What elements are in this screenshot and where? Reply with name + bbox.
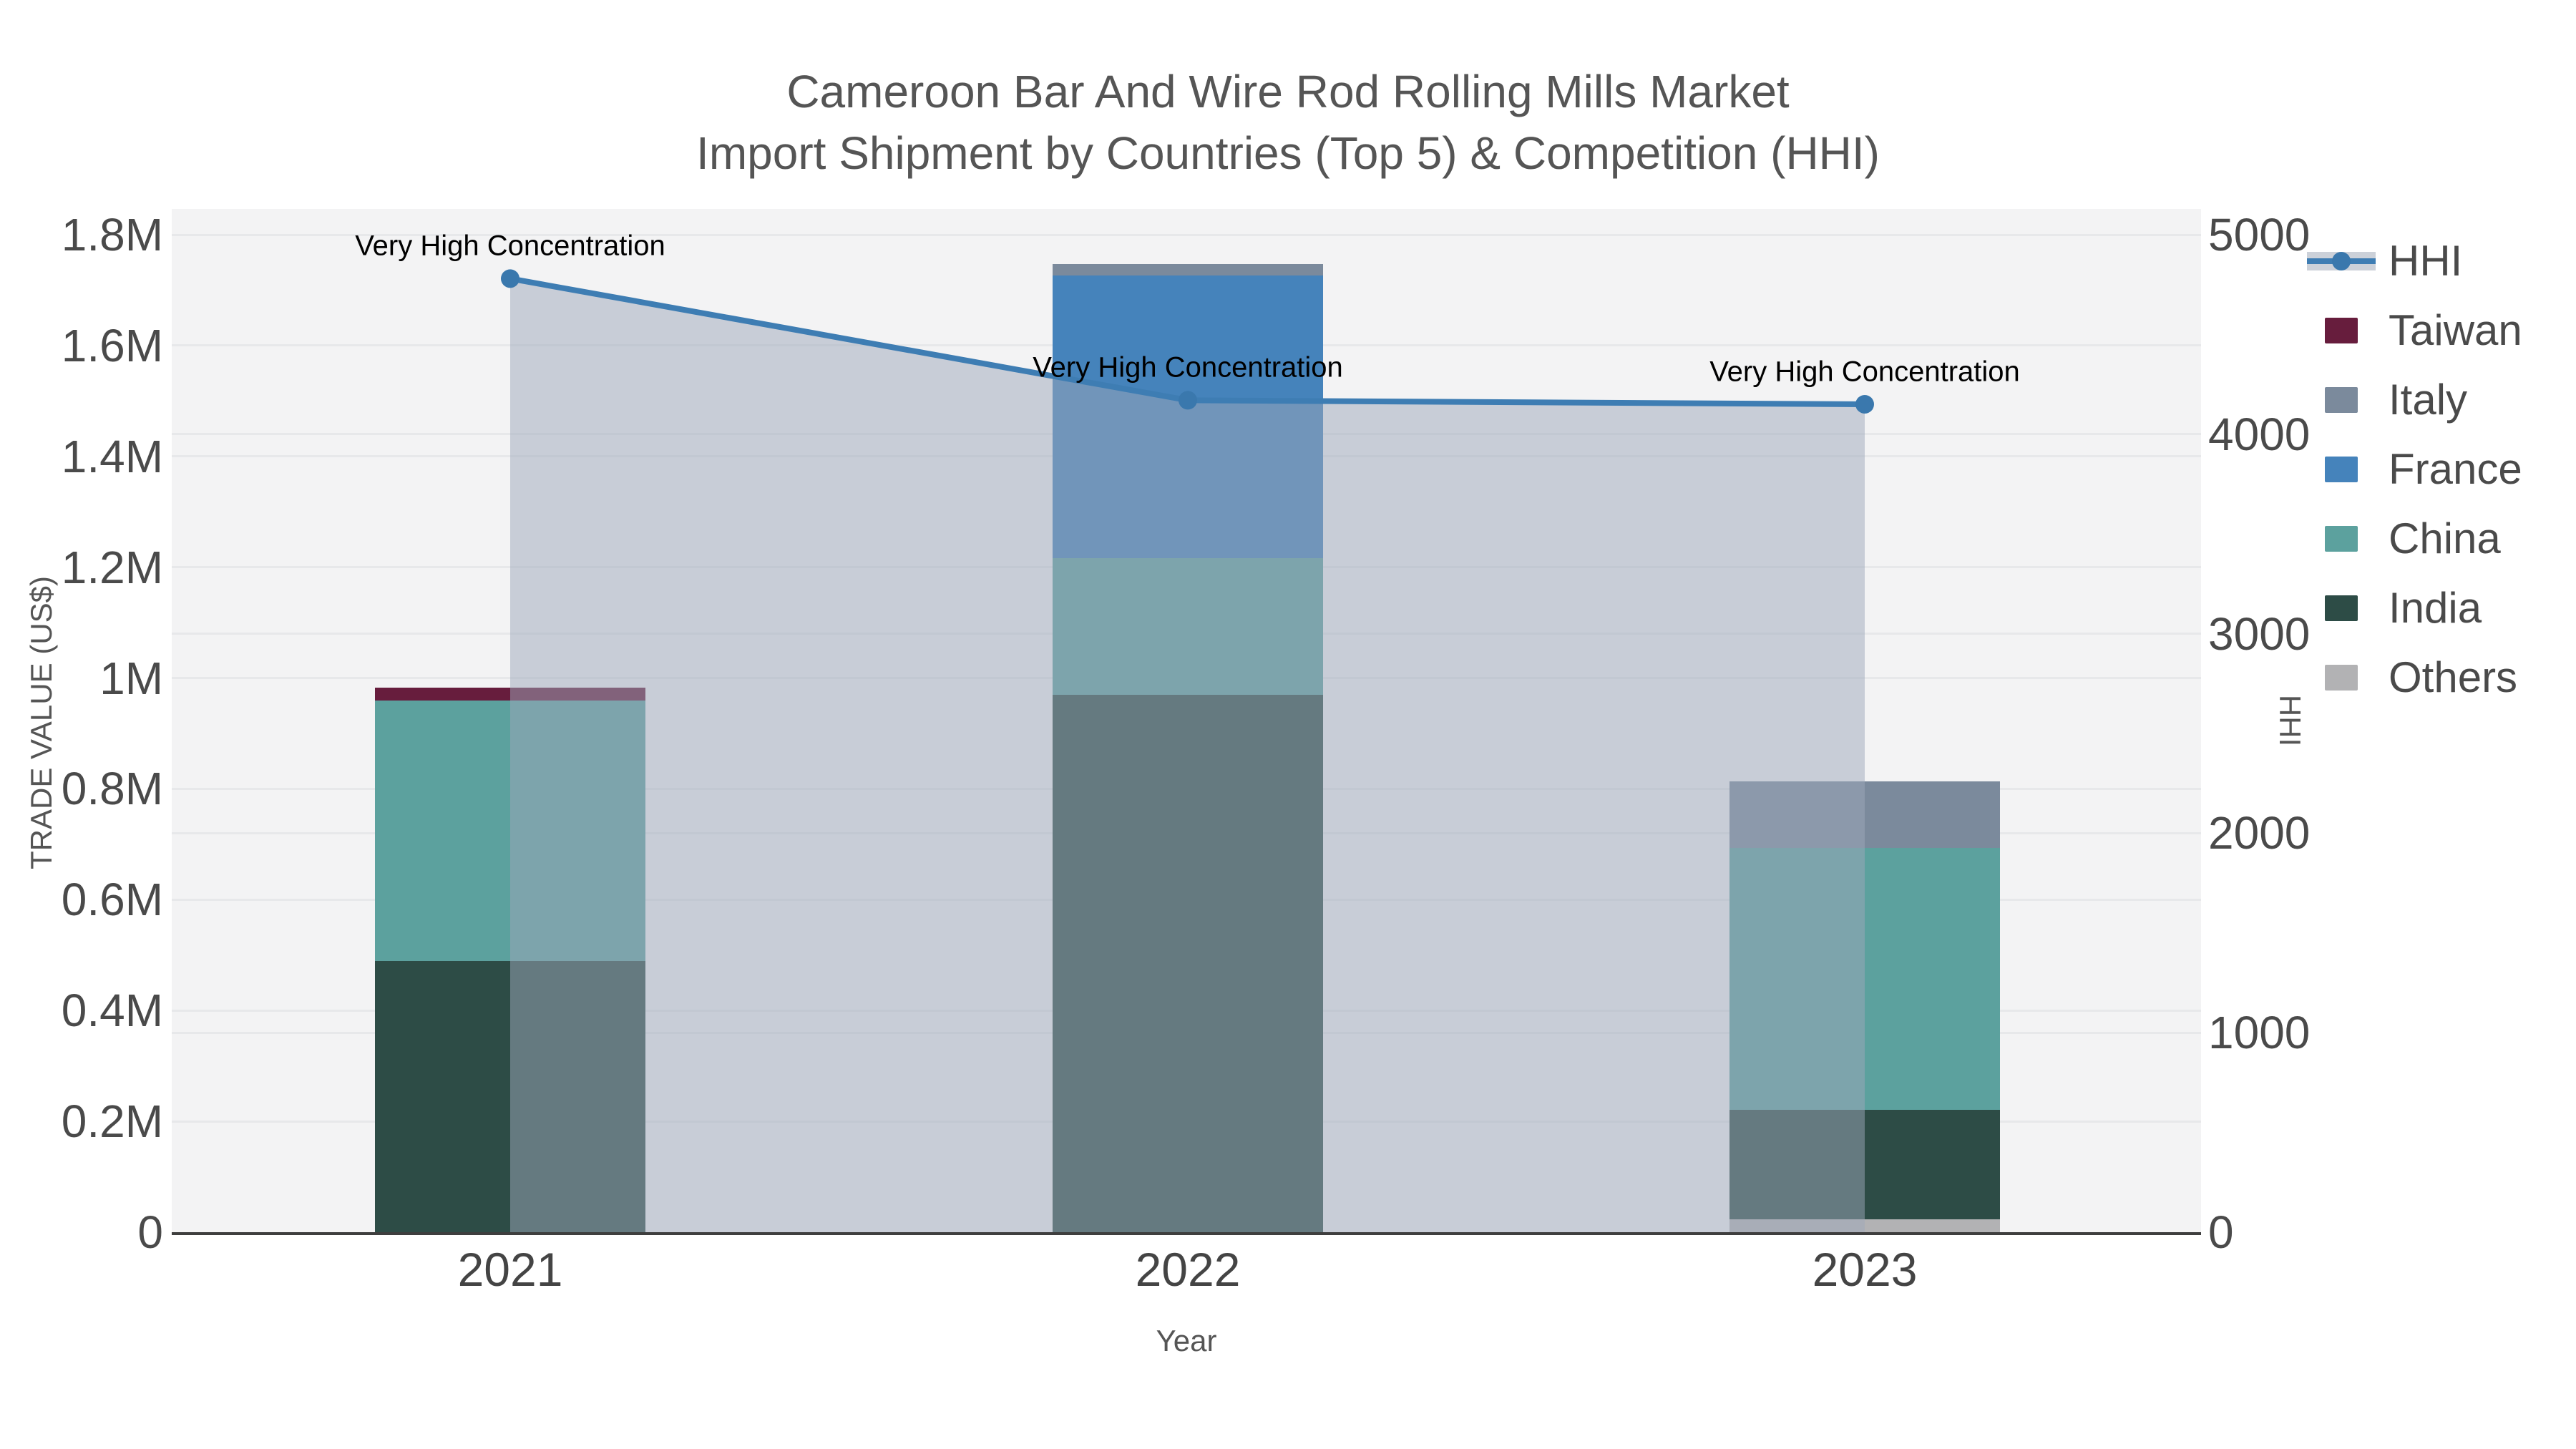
- legend-item-china[interactable]: China: [2306, 517, 2501, 560]
- y-left-tick-1.6M: 1.6M: [61, 319, 163, 371]
- chart-title-line2: Import Shipment by Countries (Top 5) & C…: [696, 127, 1880, 179]
- y-right-tick-5000: 5000: [2208, 209, 2311, 260]
- y-left-tick-0: 0: [137, 1206, 163, 1258]
- taiwan-color-swatch-icon: [2325, 318, 2358, 343]
- china-swatch-box: [2306, 523, 2377, 555]
- legend-item-india[interactable]: India: [2306, 587, 2482, 630]
- x-axis-title: Year: [1156, 1324, 1217, 1357]
- plot-area: Very High Concentration Very High Concent…: [172, 209, 2201, 1235]
- legend-item-france[interactable]: France: [2306, 448, 2522, 491]
- legend-item-others[interactable]: Others: [2306, 656, 2517, 699]
- y-left-tick-1M: 1M: [99, 652, 163, 704]
- y-right-tick-4000: 4000: [2208, 408, 2311, 460]
- y-left-tick-1.8M: 1.8M: [61, 209, 163, 260]
- annotation-2023: Very High Concentration: [1709, 356, 2020, 388]
- india-swatch-box: [2306, 592, 2377, 624]
- legend-label-taiwan: Taiwan: [2389, 306, 2522, 354]
- y-left-tick-1.4M: 1.4M: [61, 430, 163, 482]
- france-color-swatch-icon: [2325, 457, 2358, 482]
- hhi-line-marker-icon: [2307, 245, 2376, 277]
- gridline-y2-5000: [172, 233, 2201, 236]
- italy-swatch-box: [2306, 384, 2377, 416]
- hhi-marker-2023[interactable]: [1855, 394, 1874, 414]
- y-right-tick-3000: 3000: [2208, 608, 2311, 660]
- x-tick-2023: 2023: [1812, 1243, 1918, 1296]
- legend-label-others: Others: [2389, 653, 2518, 701]
- y-axis-title: TRADE VALUE (US$): [24, 576, 58, 869]
- bar-italy-2022[interactable]: [1053, 264, 1323, 275]
- legend-item-italy[interactable]: Italy: [2306, 379, 2467, 421]
- annotation-2021: Very High Concentration: [355, 230, 665, 262]
- hhi-overlay: [501, 269, 1874, 1232]
- italy-color-swatch-icon: [2325, 387, 2358, 413]
- legend-label-hhi: HHI: [2389, 237, 2463, 285]
- y-left-tick-0.2M: 0.2M: [61, 1096, 163, 1148]
- x-tick-2021: 2021: [457, 1243, 563, 1296]
- y2-axis-title: HHI: [2273, 694, 2307, 747]
- hhi-legend-glyph: [2306, 245, 2377, 277]
- y-right-tick-0: 0: [2208, 1206, 2234, 1258]
- legend-label-italy: Italy: [2389, 376, 2468, 424]
- france-swatch-box: [2306, 454, 2377, 485]
- y-left-tick-1.2M: 1.2M: [61, 541, 163, 593]
- y-right-tick-1000: 1000: [2208, 1007, 2311, 1059]
- china-color-swatch-icon: [2325, 526, 2358, 552]
- y-left-tick-0.6M: 0.6M: [61, 874, 163, 926]
- hhi-marker-2021[interactable]: [501, 269, 519, 288]
- india-color-swatch-icon: [2325, 595, 2358, 621]
- x-tick-2022: 2022: [1135, 1243, 1241, 1296]
- taiwan-swatch-box: [2306, 315, 2377, 346]
- legend-label-india: India: [2389, 584, 2482, 632]
- y-left-tick-0.4M: 0.4M: [61, 985, 163, 1037]
- others-swatch-box: [2306, 662, 2377, 693]
- legend-label-china: China: [2389, 514, 2501, 562]
- legend-label-france: France: [2389, 445, 2522, 493]
- hhi-marker-2022[interactable]: [1179, 391, 1197, 410]
- annotation-2022: Very High Concentration: [1033, 351, 1343, 384]
- y-left-tick-0.8M: 0.8M: [61, 763, 163, 815]
- others-color-swatch-icon: [2325, 665, 2358, 691]
- legend-item-taiwan[interactable]: Taiwan: [2306, 309, 2522, 352]
- y-right-tick-2000: 2000: [2208, 807, 2311, 859]
- legend-item-hhi[interactable]: HHI: [2306, 240, 2462, 283]
- chart-title-line1: Cameroon Bar And Wire Rod Rolling Mills …: [786, 66, 1790, 117]
- hhi-area-fill: [510, 278, 1865, 1232]
- hhi-marker-icon: [2332, 252, 2351, 270]
